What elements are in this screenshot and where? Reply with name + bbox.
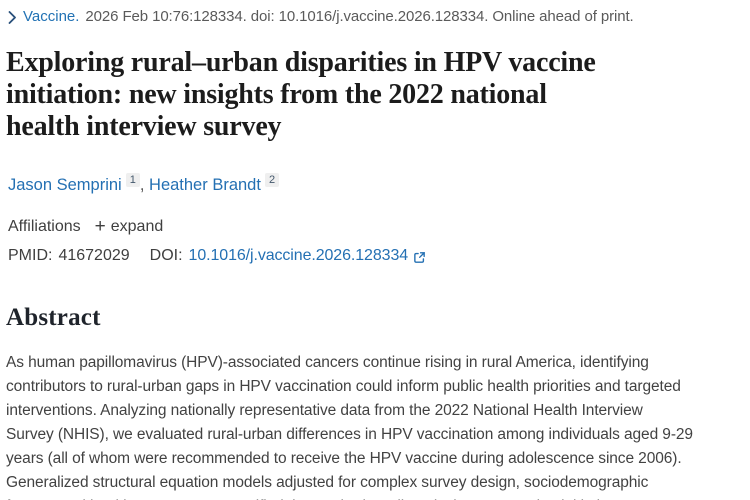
title-line: Exploring rural–urban disparities in HPV… <box>6 47 596 78</box>
abstract-line: Generalized structural equation models a… <box>6 474 649 491</box>
title-line: health interview survey <box>6 111 282 142</box>
abstract-line: contributors to rural-urban gaps in HPV … <box>6 378 681 395</box>
pmid-label: PMID: <box>8 247 53 264</box>
title-line: initiation: new insights from the 2022 n… <box>6 79 547 110</box>
pmid-value: 41672029 <box>58 247 130 264</box>
abstract-line: Survey (NHIS), we evaluated rural-urban … <box>6 426 693 443</box>
expand-affiliations-button[interactable]: + expand <box>94 216 164 237</box>
author-affiliation-number[interactable]: 1 <box>125 173 140 187</box>
journal-link[interactable]: Vaccine. <box>23 8 80 25</box>
citation-details: 2026 Feb 10:76:128334. doi: 10.1016/j.va… <box>85 8 634 25</box>
affiliations-row: Affiliations + expand <box>6 216 744 237</box>
author-affiliation-number[interactable]: 2 <box>264 173 280 187</box>
author-separator: , <box>139 176 150 194</box>
external-link-icon <box>413 251 426 264</box>
authors-list: Jason Semprini 1, Heather Brandt 2 <box>6 173 744 195</box>
chevron-right-icon <box>8 10 17 24</box>
doi-label: DOI: <box>149 247 183 264</box>
affiliations-label: Affiliations <box>8 218 81 235</box>
abstract-line: years (all of whom were recommended to r… <box>6 450 682 467</box>
abstract-line: As human papillomavirus (HPV)-associated… <box>6 354 649 371</box>
abstract-heading: Abstract <box>6 304 101 331</box>
doi-value: 10.1016/j.vaccine.2026.128334 <box>188 247 409 264</box>
plus-icon: + <box>94 216 106 237</box>
author-link-jason-semprini[interactable]: Jason Semprini <box>8 176 122 194</box>
expand-label: expand <box>110 218 164 235</box>
doi-link[interactable]: 10.1016/j.vaccine.2026.128334 <box>189 247 427 265</box>
identifiers-row: PMID: 41672029 DOI: 10.1016/j.vaccine.20… <box>6 247 744 265</box>
abstract-line: interventions. Analyzing nationally repr… <box>6 402 643 419</box>
author-link-heather-brandt[interactable]: Heather Brandt <box>149 176 261 194</box>
abstract-line: factors, and healthcare access quantifie… <box>6 495 744 500</box>
abstract-paragraph: As human papillomavirus (HPV)-associated… <box>6 351 744 500</box>
article-title: Exploring rural–urban disparities in HPV… <box>6 47 744 143</box>
journal-citation: Vaccine. 2026 Feb 10:76:128334. doi: 10.… <box>6 8 744 25</box>
